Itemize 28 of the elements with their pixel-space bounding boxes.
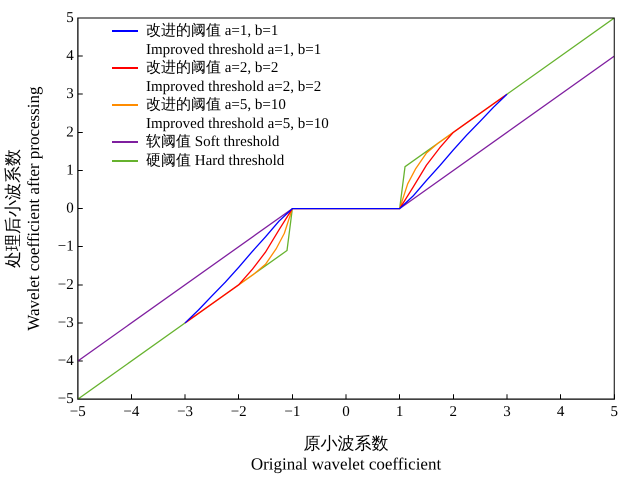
y-tick-label: −1: [58, 238, 74, 255]
y-tick-label: −5: [58, 391, 74, 408]
y-axis-title: 处理后小波系数 Wavelet coefficient after processing: [4, 86, 44, 331]
y-tick-label: 2: [66, 124, 74, 140]
y-tick-label: 4: [66, 48, 74, 64]
x-tick-label: 3: [503, 404, 511, 420]
y-tick-label: −4: [58, 353, 74, 370]
x-axis-title: 原小波系数 Original wavelet coefficient: [250, 434, 442, 474]
legend-label: 改进的阈值 a=2, b=2 Improved threshold a=2, b=2: [146, 59, 322, 96]
legend-label: 改进的阈值 a=1, b=1 Improved threshold a=1, b=1: [146, 22, 322, 59]
y-tick-label: −2: [58, 276, 74, 293]
x-tick-label: −2: [230, 404, 247, 420]
x-tick-label: −4: [123, 404, 140, 420]
x-tick-label: −3: [177, 404, 194, 420]
y-tick-label: 5: [66, 10, 74, 26]
legend-label: 硬阈值 Hard threshold: [146, 152, 284, 170]
x-tick-label: 1: [396, 404, 404, 420]
legend-label: 改进的阈值 a=5, b=10 Improved threshold a=5, b=10: [146, 96, 329, 133]
x-tick-label: 2: [450, 404, 458, 420]
y-tick-label: 3: [66, 86, 74, 102]
y-tick-label: 0: [66, 200, 74, 217]
y-tick-label: −3: [58, 314, 74, 331]
x-tick-label: 4: [556, 404, 565, 420]
y-tick-label: 1: [66, 162, 74, 178]
x-tick-label: 0: [342, 404, 350, 420]
legend-label: 软阈值 Soft threshold: [146, 133, 280, 152]
x-tick-label: 5: [610, 404, 618, 420]
x-tick-label: −1: [284, 404, 300, 420]
